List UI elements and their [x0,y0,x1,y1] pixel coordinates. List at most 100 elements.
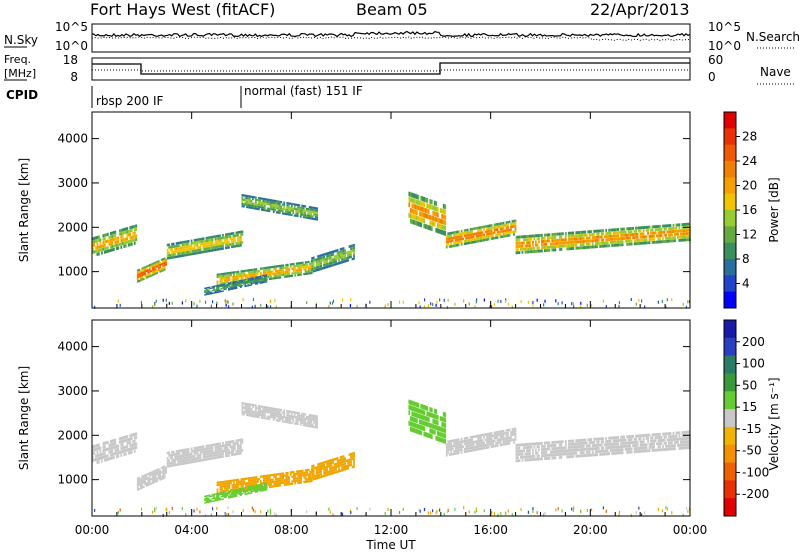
velocity-cell [663,438,666,442]
power-cell [635,229,637,233]
velocity-cell [560,446,563,450]
velocity-cell [314,423,317,427]
power-cell [351,244,354,247]
velocity-cell [304,469,307,472]
velocity-cell [627,447,630,451]
velocity-cell [171,464,174,467]
power-cell [507,231,509,235]
velocity-cell [317,468,320,472]
power-cell [567,244,570,248]
velocity-cell [187,450,190,454]
freq-left-tick-top: 18 [63,53,78,67]
velocity-cell [341,458,343,461]
power-cell [211,238,214,241]
power-cell [515,245,518,249]
power-cell [124,237,127,241]
velocity-cell [268,476,271,479]
power-cell [109,245,112,249]
power-cell [244,281,247,284]
velocity-cell [222,495,224,498]
power-cell [552,236,555,239]
velocity-cell [641,449,643,453]
velocity-cell [642,443,645,447]
power-cell [96,249,99,253]
velocity-cell [623,435,626,439]
power-cell [632,233,634,237]
velocity-cell [106,457,109,461]
velocity-cell [481,444,484,448]
velocity-cell [103,445,106,449]
power-cell [268,201,271,204]
velocity-cell [260,409,263,413]
power-cell [163,257,166,260]
power-cell [145,276,148,279]
power-cell [517,251,519,255]
power-cell [96,246,99,250]
power-cell [463,239,466,243]
velocity-cell [147,477,150,480]
velocity-cell [211,500,214,503]
power-cell [471,241,474,244]
power-cell [223,236,226,239]
power-cell [239,272,241,276]
velocity-cell [269,409,272,412]
power-cell [526,250,528,254]
velocity-cell [183,462,185,465]
velocity-cell [408,420,411,426]
velocity-cell [429,433,432,439]
power-cell [639,232,642,236]
velocity-cell [278,410,281,414]
velocity-cell [148,476,151,479]
velocity-cell [271,478,274,481]
velocity-cell [231,488,234,491]
power-cell [603,241,606,245]
velocity-cell [635,437,637,441]
velocity-cell [490,432,493,435]
power-cell [617,231,620,235]
power-cell [409,197,412,203]
velocity-cell [156,473,159,476]
velocity-cell [294,475,297,478]
power-cell [609,231,612,235]
power-cell [645,235,648,239]
power-cell [499,235,502,239]
velocity-cell [424,405,427,411]
power-cell [573,237,576,241]
power-cell [313,206,316,209]
velocity-cell [275,412,278,415]
power-cell [183,243,185,247]
power-cell [614,237,617,241]
power-cell [210,292,212,295]
velocity-cell [648,433,651,437]
velocity-cell [192,460,194,464]
power-cell [121,241,124,245]
power-cell [183,240,185,244]
velocity-cell [234,479,237,482]
power-cell [234,275,237,278]
power-cell [120,245,123,249]
power-cell [117,236,120,240]
power-cell [287,211,290,214]
velocity-cell [540,441,543,445]
power-cell [469,228,472,231]
velocity-cell [250,483,253,486]
power-cell [168,251,171,255]
power-speckle [439,298,441,302]
velocity-cell [245,493,248,495]
velocity-cell [240,489,242,491]
velocity-cell [163,467,166,470]
power-cell [439,218,442,224]
power-cell [135,234,138,238]
power-cell [684,232,687,236]
velocity-cell [507,434,509,437]
velocity-cell [251,410,254,413]
power-cell [244,269,247,272]
power-cell [217,248,220,251]
velocity-cell [605,452,608,456]
power-cell [495,223,497,226]
power-cell [253,202,256,205]
power-cell [141,278,144,281]
power-cell [271,277,274,280]
velocity-cell [551,447,554,451]
velocity-cell [232,496,235,498]
